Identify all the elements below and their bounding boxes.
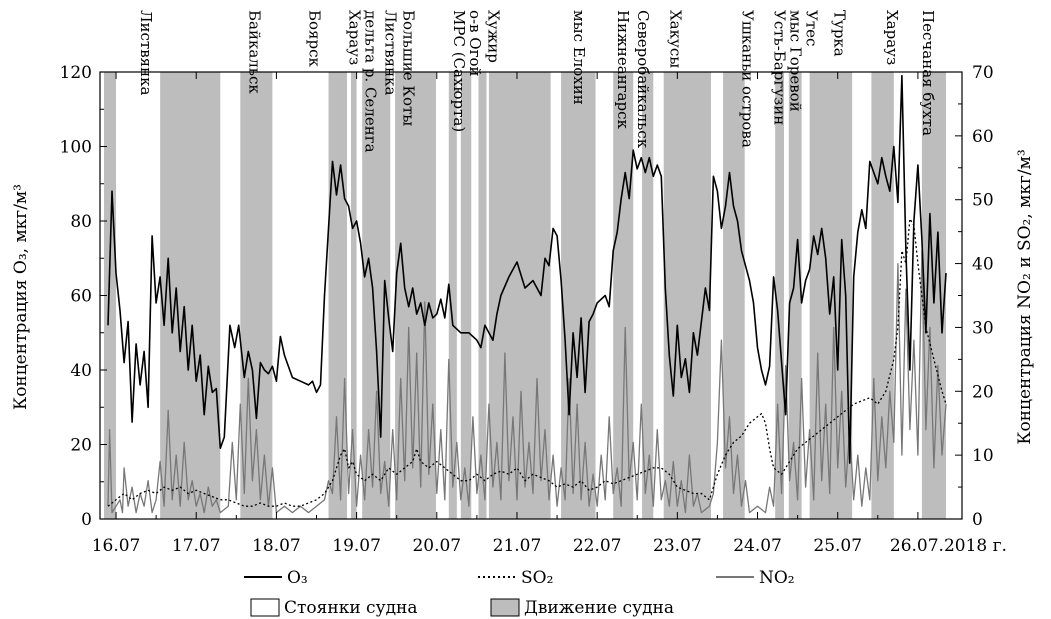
y-right-tick-label-2: 20 bbox=[972, 382, 994, 402]
x-tick-label-8: 24.07 bbox=[733, 536, 782, 556]
axes: 0 20 40 60 80 100 120 0 10 20 30 40 50 60 70 16.07 17.07… bbox=[60, 63, 1007, 556]
y-left-tick-label-1: 20 bbox=[70, 436, 92, 456]
x-tick-label-5: 21.07 bbox=[493, 536, 542, 556]
y-left-tick-label-3: 60 bbox=[70, 287, 92, 307]
legend-no2-label: NO₂ bbox=[759, 568, 795, 588]
moving-period-1 bbox=[160, 72, 221, 519]
place-label-6: Большие Коты bbox=[399, 10, 417, 126]
place-label-13: Хакусы bbox=[666, 10, 684, 68]
legend-stops-label: Стоянки судна bbox=[284, 598, 418, 618]
moving-period-4 bbox=[350, 72, 357, 519]
place-label-4: дельта р. Селенга bbox=[362, 10, 380, 153]
y-left-tick-label-5: 100 bbox=[60, 138, 92, 158]
y-axis-right-title: Концентрация NO₂ и SO₂, мкг/м³ bbox=[1015, 149, 1035, 444]
y-left-tick-label-0: 0 bbox=[81, 510, 92, 530]
moving-period-8 bbox=[460, 72, 472, 519]
moving-period-7 bbox=[448, 72, 457, 519]
moving-period-19 bbox=[871, 72, 894, 519]
y-left-tick-label-4: 80 bbox=[70, 212, 92, 232]
moving-period-0 bbox=[104, 72, 117, 519]
y-left-tick-label-2: 40 bbox=[70, 361, 92, 381]
y-right-tick-label-4: 40 bbox=[972, 255, 994, 275]
x-tick-label-7: 23.07 bbox=[653, 536, 702, 556]
y-right-tick-label-0: 0 bbox=[972, 510, 983, 530]
place-label-15: Усть-Баргузин bbox=[771, 10, 789, 125]
place-label-0: Листвянка bbox=[137, 10, 155, 95]
x-tick-label-0: 16.07 bbox=[92, 536, 141, 556]
moving-period-16 bbox=[775, 72, 784, 519]
y-axis-left-title: Концентрация O₃, мкг/м³ bbox=[11, 184, 31, 410]
x-tick-label-1: 17.07 bbox=[172, 536, 221, 556]
place-label-3: Харауз bbox=[346, 10, 364, 65]
series-line-so2 bbox=[107, 218, 947, 507]
place-label-17: Утес bbox=[803, 10, 821, 46]
place-label-18: Турка bbox=[831, 10, 849, 57]
y-right-tick-label-5: 50 bbox=[972, 191, 994, 211]
place-label-20: Песчаная бухта bbox=[919, 10, 937, 136]
y-right-tick-label-1: 10 bbox=[972, 446, 994, 466]
place-label-2: Боярск bbox=[306, 10, 324, 68]
place-label-7: МРС (Сахюрта) bbox=[450, 10, 468, 132]
y-right-tick-label-6: 60 bbox=[972, 127, 994, 147]
legend-so2-label: SO₂ bbox=[521, 568, 553, 588]
y-left-tick-label-6: 120 bbox=[60, 63, 92, 83]
moving-period-17 bbox=[788, 72, 802, 519]
place-label-5: Листвянка bbox=[382, 10, 400, 95]
legend-moving-label: Движение судна bbox=[524, 598, 674, 618]
y-right-tick-label-3: 30 bbox=[972, 318, 994, 338]
moving-period-13 bbox=[642, 72, 654, 519]
legend-stops-swatch bbox=[250, 598, 280, 617]
x-tick-label-10: 26.07.2018 г. bbox=[890, 536, 1007, 556]
legend-moving-swatch bbox=[490, 598, 520, 617]
x-tick-label-4: 20.07 bbox=[412, 536, 461, 556]
series-lines bbox=[107, 74, 947, 514]
place-label-19: Харауз bbox=[883, 10, 901, 65]
x-tick-label-2: 18.07 bbox=[252, 536, 301, 556]
place-label-8: о-в Огой bbox=[466, 10, 484, 77]
place-label-9: Хужир bbox=[484, 10, 502, 63]
moving-period-12 bbox=[613, 72, 634, 519]
place-label-14: Ушканьи острова bbox=[739, 10, 757, 148]
y-right-tick-label-7: 70 bbox=[972, 63, 994, 83]
x-tick-label-3: 19.07 bbox=[332, 536, 381, 556]
x-tick-label-6: 22.07 bbox=[573, 536, 622, 556]
moving-period-9 bbox=[478, 72, 487, 519]
moving-period-6 bbox=[395, 72, 436, 519]
place-label-16: мыс Горевой bbox=[787, 10, 805, 112]
moving-period-14 bbox=[663, 72, 712, 519]
series-line-no2 bbox=[107, 250, 947, 514]
place-label-12: Северобайкальск bbox=[634, 10, 652, 149]
legend-o3-label: O₃ bbox=[287, 568, 308, 588]
ship-movement-shading bbox=[104, 72, 946, 519]
place-label-11: Нижнеангарск bbox=[614, 10, 632, 129]
x-tick-label-9: 25.07 bbox=[813, 536, 862, 556]
place-label-10: мыс Елохин bbox=[570, 10, 588, 105]
series-line-o3 bbox=[107, 74, 947, 464]
legend: O₃ SO₂ NO₂ Стоянки судна Движение судна bbox=[244, 568, 795, 618]
place-label-1: Байкальск bbox=[245, 10, 263, 94]
